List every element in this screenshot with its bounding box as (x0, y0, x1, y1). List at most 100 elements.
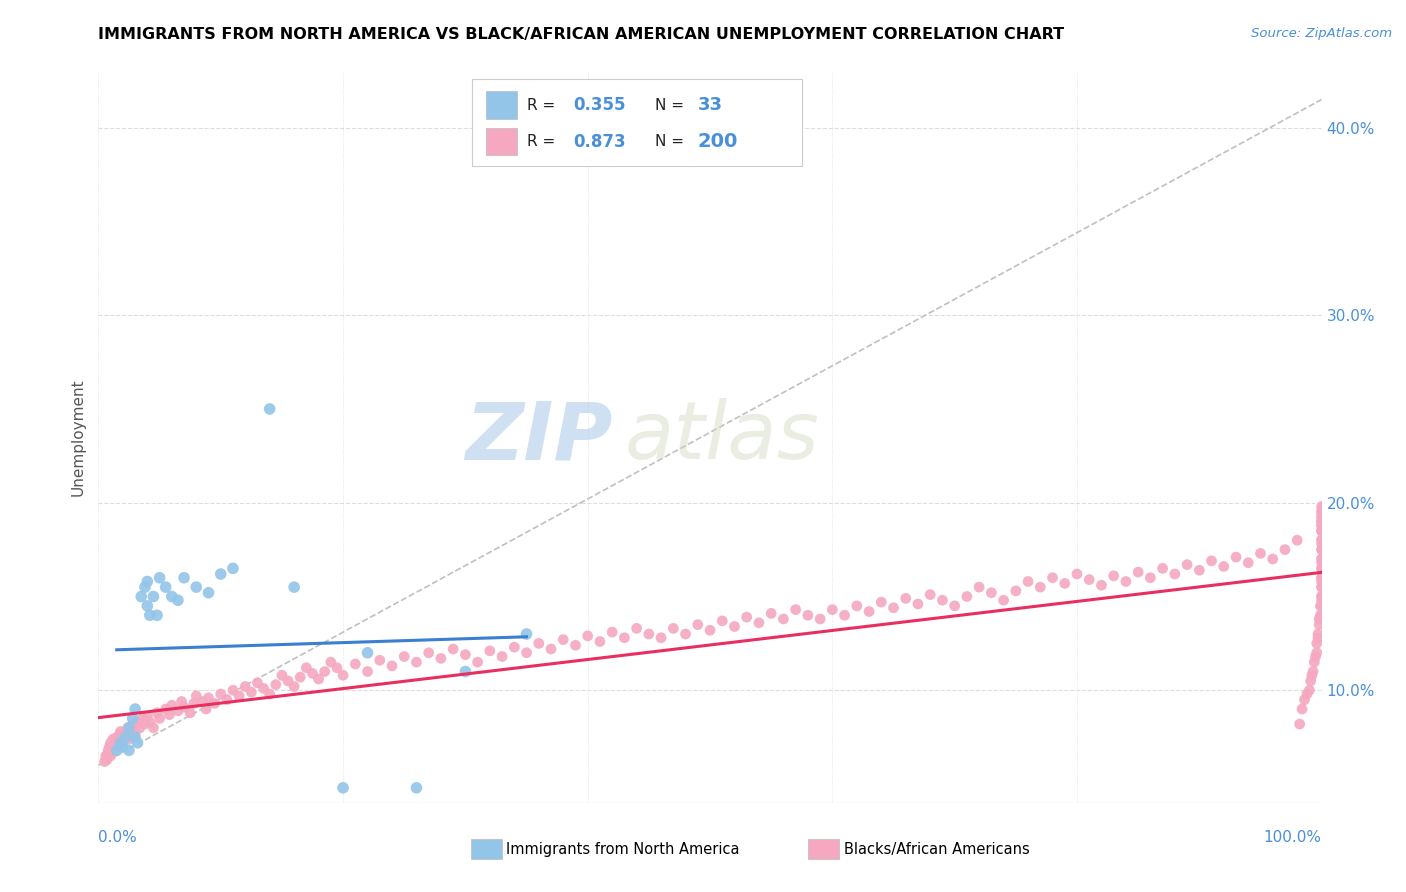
Point (1249, 546, 1271, 560)
FancyBboxPatch shape (471, 78, 801, 167)
Point (1310, 580, 1333, 594)
Point (392, 649, 416, 664)
Text: ZIP: ZIP (465, 398, 612, 476)
Point (1306, 636, 1329, 650)
Point (1291, 702, 1313, 716)
Point (845, 599, 868, 613)
Point (553, 632, 575, 647)
Point (121, 717, 143, 731)
Bar (486, 91, 517, 119)
Point (1310, 505, 1333, 519)
Point (100, 736, 122, 750)
Point (834, 608, 856, 623)
Point (134, 717, 156, 731)
Point (478, 644, 501, 658)
Point (96, 753, 118, 767)
Point (405, 780, 427, 795)
Point (613, 631, 636, 645)
Point (105, 730, 128, 744)
Point (1310, 580, 1333, 594)
Point (146, 706, 169, 720)
Point (356, 665, 378, 679)
Point (1302, 665, 1324, 679)
Point (907, 597, 929, 611)
Point (118, 721, 141, 735)
Text: 0.355: 0.355 (574, 96, 626, 114)
Point (197, 586, 219, 600)
Point (1237, 556, 1260, 570)
Point (319, 655, 342, 669)
Point (149, 711, 172, 725)
Point (107, 739, 129, 754)
Point (155, 580, 177, 594)
Point (1004, 583, 1026, 598)
Point (1310, 552, 1333, 566)
Text: 200: 200 (697, 132, 738, 151)
Point (761, 607, 783, 621)
Point (1310, 574, 1333, 589)
Point (1225, 550, 1247, 565)
Point (1310, 508, 1333, 523)
Point (920, 588, 942, 602)
Point (127, 736, 149, 750)
Point (344, 657, 367, 671)
Point (967, 580, 990, 594)
Point (1066, 566, 1088, 581)
Text: 100.0%: 100.0% (1264, 830, 1322, 845)
Point (167, 704, 190, 718)
Point (222, 683, 245, 698)
Point (454, 648, 477, 662)
Point (1310, 518, 1333, 533)
Point (1090, 578, 1112, 592)
Point (600, 625, 623, 640)
Point (1310, 503, 1333, 517)
Point (105, 734, 128, 748)
Point (748, 615, 770, 630)
Y-axis label: Unemployment: Unemployment (70, 378, 86, 496)
Point (894, 591, 917, 606)
Point (1310, 518, 1333, 533)
Point (699, 624, 721, 638)
Point (1212, 559, 1234, 574)
Point (527, 636, 550, 650)
Point (170, 694, 193, 708)
Point (1310, 571, 1333, 585)
Point (124, 730, 146, 744)
Text: Immigrants from North America: Immigrants from North America (506, 842, 740, 856)
Point (121, 711, 143, 725)
Point (295, 661, 318, 675)
Point (589, 634, 612, 648)
Point (186, 580, 208, 594)
Point (564, 638, 586, 652)
Bar (486, 128, 517, 155)
Point (662, 621, 685, 635)
Point (1306, 646, 1329, 660)
Point (1078, 573, 1101, 587)
Point (1310, 590, 1333, 604)
Point (111, 739, 134, 754)
Point (215, 692, 238, 706)
Point (301, 666, 323, 681)
Text: 0.0%: 0.0% (98, 830, 138, 845)
Point (112, 730, 135, 744)
Point (1301, 668, 1323, 682)
Text: 33: 33 (697, 96, 723, 114)
Point (117, 721, 139, 735)
Point (1261, 552, 1284, 566)
Point (246, 675, 269, 690)
Point (127, 715, 149, 730)
Point (101, 732, 124, 747)
Point (381, 659, 404, 673)
Point (870, 595, 893, 609)
Point (540, 642, 562, 657)
Point (277, 673, 299, 688)
Point (97, 743, 120, 757)
Point (252, 681, 274, 696)
Point (173, 571, 195, 585)
Point (167, 593, 190, 607)
Point (1042, 571, 1064, 585)
Point (118, 743, 141, 757)
Point (1310, 608, 1333, 623)
Point (1152, 561, 1174, 575)
Point (1308, 612, 1330, 626)
